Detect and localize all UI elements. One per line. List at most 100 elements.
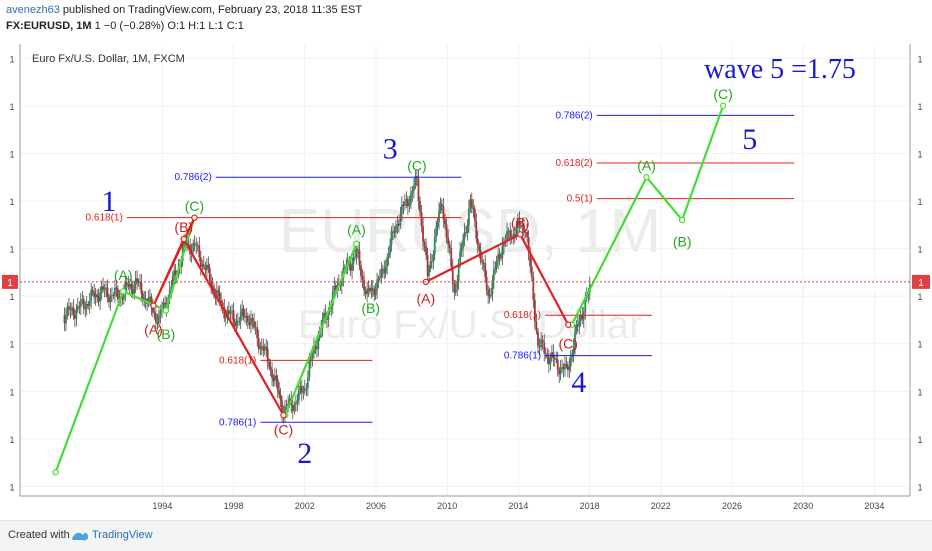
candle-body xyxy=(523,224,525,233)
candle-body xyxy=(491,280,494,295)
x-tick-label: 1994 xyxy=(152,501,172,511)
candle-body xyxy=(432,254,435,262)
candle-body xyxy=(393,231,396,233)
y-tick-label-right: 1 xyxy=(917,245,922,255)
candle-body xyxy=(364,290,367,295)
candle-body xyxy=(242,308,245,317)
axes: 1 1 1 1 1 1 1 1 1 1 1 1 1 1 1 1 1 1 1 1 1994 1998 2002 2006 2010… xyxy=(2,44,930,511)
watermark-description: Euro Fx/U.S. Dollar xyxy=(298,303,643,347)
candle-body xyxy=(360,265,362,276)
chart-header: avenezh63 published on TradingView.com, … xyxy=(0,0,932,38)
y-tick-label-left: 1 xyxy=(9,292,14,302)
candle-body xyxy=(313,345,315,354)
candle-body xyxy=(498,254,501,258)
candle-body xyxy=(279,394,282,401)
fib-level-label: 0.618(1) xyxy=(219,355,256,366)
candle-body xyxy=(66,306,69,316)
candle-body xyxy=(430,261,433,263)
wave-pivot-point xyxy=(191,214,198,221)
candle-body xyxy=(373,288,376,296)
wave-target-label: wave 5 =1.75 xyxy=(704,54,856,85)
candle-body xyxy=(69,309,72,311)
candle-body xyxy=(99,292,101,302)
candle-body xyxy=(231,310,233,312)
footer-brand-link[interactable]: TradingView xyxy=(92,529,153,541)
candle-body xyxy=(395,225,397,233)
candle-body xyxy=(215,290,218,298)
author-link[interactable]: avenezh63 xyxy=(6,4,60,16)
candle-body xyxy=(81,299,84,301)
candle-body xyxy=(308,361,311,378)
candle-body xyxy=(386,257,389,267)
candle-body xyxy=(272,377,275,382)
candle-body xyxy=(484,263,487,277)
candle-body xyxy=(296,400,299,403)
candle-body xyxy=(220,300,223,303)
candle-body xyxy=(371,287,374,289)
candle-body xyxy=(228,310,230,314)
candle-body xyxy=(526,231,528,237)
candle-body xyxy=(325,318,328,320)
y-tick-label-right: 1 xyxy=(917,149,922,159)
fib-level-label: 0.786(2) xyxy=(175,172,212,183)
candle-body xyxy=(387,255,390,258)
wave-annotation: (A) xyxy=(637,157,656,173)
candle-body xyxy=(535,321,538,332)
candle-body xyxy=(376,280,378,291)
candle-body xyxy=(65,315,67,324)
x-tick-label: 2034 xyxy=(864,501,884,511)
candle-body xyxy=(436,222,439,228)
symbol-name: FX:EURUSD, 1M xyxy=(6,20,92,32)
wave-paths xyxy=(52,102,727,476)
wave-pivot-point xyxy=(150,302,157,309)
candle-body xyxy=(147,298,150,305)
candle-body xyxy=(513,234,516,237)
candle-body xyxy=(454,288,457,293)
candle-body xyxy=(357,248,359,251)
candle-body xyxy=(459,251,462,264)
candle-body xyxy=(238,321,241,323)
candle-body xyxy=(102,286,104,290)
candle-body xyxy=(509,230,512,239)
candle-body xyxy=(553,357,556,360)
candle-body xyxy=(490,294,492,296)
candle-body xyxy=(481,261,484,263)
candle-body xyxy=(524,231,527,233)
candle-body xyxy=(63,315,66,324)
wave-pivot-point xyxy=(643,174,650,181)
x-tick-label: 2002 xyxy=(295,501,315,511)
candle-body xyxy=(133,284,136,294)
candle-body xyxy=(420,212,423,227)
candle-body xyxy=(170,286,173,290)
wave-annotation: (C) xyxy=(185,198,204,214)
candle-body xyxy=(278,390,281,395)
candle-body xyxy=(478,245,481,251)
y-tick-label-right: 1 xyxy=(917,54,922,64)
candle-body xyxy=(198,245,201,258)
candle-body xyxy=(266,348,269,362)
candle-body xyxy=(561,366,563,368)
fib-level-label: 0.618(1) xyxy=(86,213,123,224)
candle-body xyxy=(149,296,151,299)
candle-body xyxy=(379,276,381,279)
candle-body xyxy=(208,268,211,281)
candle-body xyxy=(303,388,306,392)
candle-body xyxy=(287,403,290,406)
candle-body xyxy=(136,278,139,284)
fib-level-label: 0.5(1) xyxy=(567,194,593,205)
candle-body xyxy=(111,295,113,297)
candle-body xyxy=(392,231,394,233)
candle-body xyxy=(516,219,519,228)
wave-number: 2 xyxy=(297,437,312,470)
candle-body xyxy=(257,338,260,350)
wave-path-green xyxy=(284,243,358,416)
candle-body xyxy=(473,209,476,221)
price-marker-left-label: 1 xyxy=(7,278,13,289)
candle-body xyxy=(444,219,446,225)
candle-body xyxy=(108,297,110,303)
candle-body xyxy=(125,282,128,285)
candle-body xyxy=(354,257,356,259)
y-tick-label-right: 1 xyxy=(917,482,922,492)
candle-body xyxy=(154,313,157,323)
